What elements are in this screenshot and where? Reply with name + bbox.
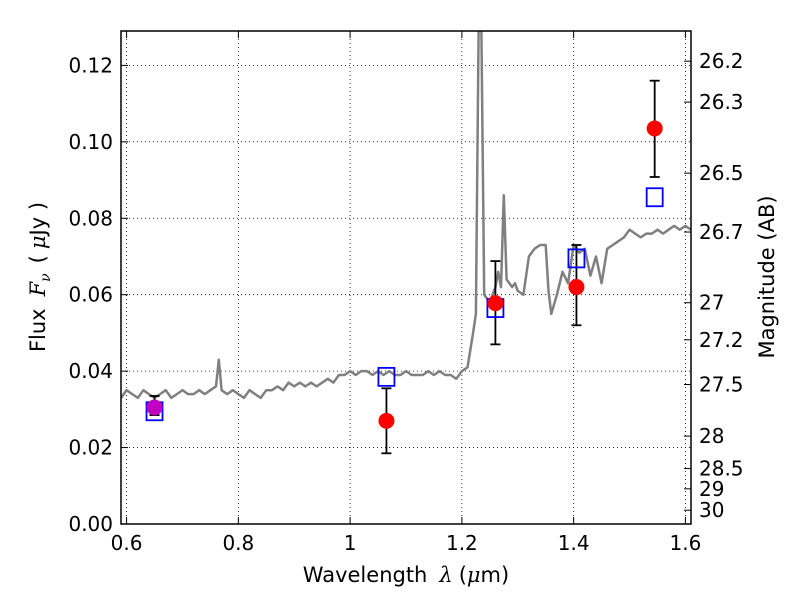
- y2-axis-label: Magnitude (AB): [755, 195, 779, 358]
- ticks: 0.6 0.8 1 1.2 1.4 1.6 0.00 0.02 0.04 0.06 0.08 0.10…: [68, 31, 744, 555]
- y-tick-label: 0.10: [68, 130, 113, 154]
- plot-frame: [120, 30, 692, 525]
- model-point: [645, 187, 664, 208]
- y2-tick-label: 28: [699, 424, 724, 448]
- y-tick-label: 0.02: [68, 436, 113, 460]
- observed-point: [568, 279, 585, 296]
- observed-point: [378, 412, 395, 429]
- model-point: [567, 248, 586, 269]
- grid: [121, 31, 691, 525]
- y-tick-label: 0.12: [68, 53, 113, 77]
- y2-tick-label: 27.5: [699, 373, 744, 397]
- y2-tick-label: 30: [699, 498, 724, 522]
- y2-tick-label: 26.3: [699, 90, 744, 114]
- y2-tick-label: 27.2: [699, 328, 744, 352]
- model-point: [377, 366, 396, 387]
- observed-point: [487, 295, 504, 312]
- y2-tick-label: 26.2: [699, 49, 744, 73]
- x-tick-label: 0.6: [111, 531, 143, 555]
- y2-tick-label: 28.5: [699, 457, 744, 481]
- y2-tick-label: 27: [699, 291, 724, 315]
- y2-tick-label: 26.5: [699, 161, 744, 185]
- plot-area: [121, 31, 691, 455]
- spectrum-line: [121, 31, 691, 400]
- y2-tick-label: 26.7: [699, 220, 744, 244]
- observed-point: [646, 120, 663, 137]
- y-tick-label: 0.04: [68, 359, 113, 383]
- x-axis-label: Wavelength λ (μm): [303, 563, 509, 587]
- x-tick-label: 1.4: [558, 531, 590, 555]
- x-tick-label: 1.6: [670, 531, 702, 555]
- y-tick-label: 0.00: [68, 512, 113, 536]
- y2-tick-label: 29: [699, 477, 724, 501]
- y-tick-label: 0.06: [68, 283, 113, 307]
- x-tick-label: 0.8: [222, 531, 254, 555]
- y-tick-label: 0.08: [68, 206, 113, 230]
- y-axis-label: FluxFν(μJy ): [26, 202, 54, 352]
- x-tick-label: 1.2: [446, 531, 478, 555]
- x-tick-label: 1: [344, 531, 357, 555]
- observed-point: [146, 399, 163, 416]
